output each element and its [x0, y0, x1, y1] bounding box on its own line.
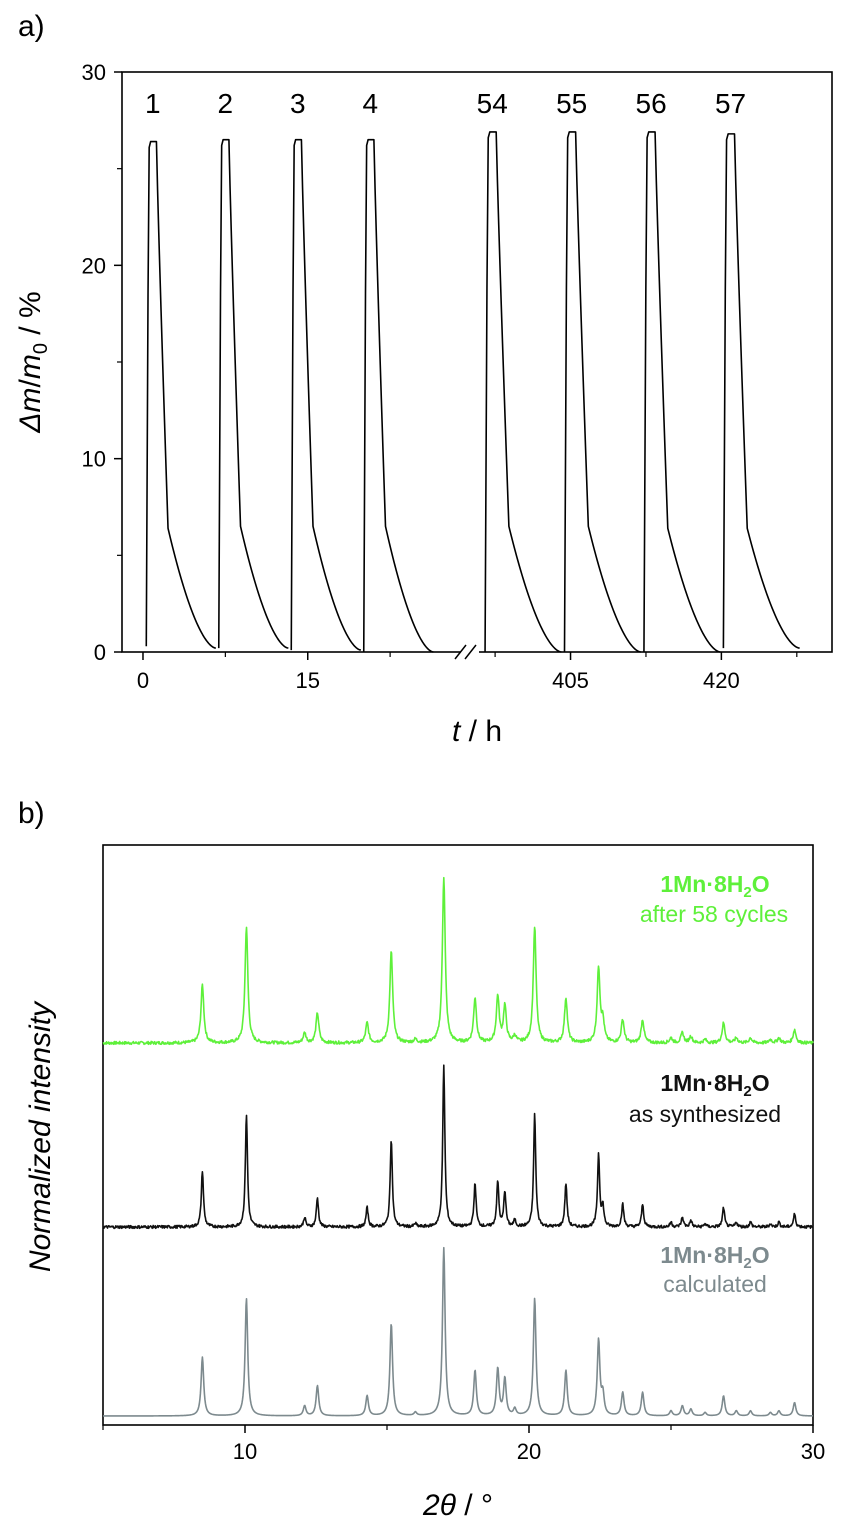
y-title-unit: / %	[14, 291, 47, 343]
cycle-label-54: 54	[477, 88, 508, 119]
panel-b-ticks: 10 20 30	[102, 1425, 825, 1464]
legend-calculated-tail: O	[752, 1242, 770, 1268]
panel-a-label: a)	[18, 10, 45, 43]
x-tick-label-10: 10	[233, 1439, 257, 1464]
panel-b-frame	[102, 844, 814, 1426]
x-tick-label-20: 20	[517, 1439, 541, 1464]
x-title-deg: / °	[456, 1489, 493, 1522]
legend-calculated: 1Mn·8H2O calculated	[660, 1242, 769, 1297]
cycle-curve-1	[145, 140, 217, 649]
legend-after-cycles-formula: 1Mn·8H	[660, 871, 743, 897]
cycle-label-4: 4	[362, 88, 378, 119]
legend-after-cycles-title: 1Mn·8H2O	[660, 871, 769, 901]
cycle-curve-2	[217, 138, 289, 649]
axis-break	[454, 644, 479, 660]
legend-as-synth-sub: 2	[743, 1083, 751, 1100]
cycle-label-57: 57	[715, 88, 746, 119]
x-tick-label: 0	[137, 668, 149, 693]
x-title-theta: θ	[440, 1489, 457, 1522]
x-tick-label: 420	[703, 668, 740, 693]
legend-as-synth-text: as synthesized	[629, 1101, 781, 1127]
cycle-label-3: 3	[290, 88, 306, 119]
cycle-curve-55	[563, 131, 641, 653]
x-title-unit: / h	[460, 715, 502, 748]
panel-a-ticks: 0 10 20 30 0 15 405 420	[82, 60, 798, 693]
y-title-m2: m	[14, 354, 47, 379]
x-tick-label: 15	[295, 668, 319, 693]
cycle-curve-56	[643, 131, 721, 653]
legend-after-cycles: 1Mn·8H2O after 58 cycles	[640, 871, 788, 927]
pattern-2	[102, 1246, 814, 1417]
cycle-curve-54	[484, 131, 562, 653]
legend-after-cycles-text: after 58 cycles	[640, 901, 788, 927]
panel-b-x-title: 2θ / °	[422, 1489, 493, 1522]
y-title-delta: Δ	[14, 413, 47, 434]
x-title-two: 2	[422, 1489, 440, 1522]
panel-a-cycle-labels: 1 2 3 4 54 55 56 57	[145, 88, 746, 119]
legend-as-synth-tail: O	[752, 1070, 770, 1096]
panel-b-label: b)	[18, 797, 45, 830]
cycle-curve-3	[290, 138, 362, 651]
y-title-sub: 0	[30, 343, 52, 354]
y-tick-label-30: 30	[82, 60, 106, 85]
axis-break-mark	[454, 644, 467, 660]
axis-break-mark	[464, 644, 477, 660]
pattern-0	[102, 876, 814, 1046]
y-tick-label-10: 10	[82, 447, 106, 472]
legend-after-cycles-tail: O	[752, 871, 770, 897]
legend-as-synthesized: 1Mn·8H2O as synthesized	[629, 1070, 781, 1127]
cycle-label-1: 1	[145, 88, 161, 119]
legend-calculated-sub: 2	[743, 1255, 751, 1272]
legend-after-cycles-sub: 2	[743, 884, 751, 901]
pattern-1	[102, 1064, 814, 1230]
y-title-slash: /	[14, 379, 47, 388]
panel-a-y-title: Δm/m0 / %	[14, 291, 52, 433]
panel-a-curves	[145, 131, 800, 653]
legend-calculated-title: 1Mn·8H2O	[660, 1242, 769, 1272]
panel-b-curves	[102, 876, 814, 1417]
legend-calculated-text: calculated	[663, 1271, 767, 1297]
x-tick-label-30: 30	[801, 1439, 825, 1464]
panel-b-chart: 10 20 30	[102, 844, 825, 1464]
cycle-curve-57	[722, 133, 800, 649]
panel-a-x-title: t / h	[452, 715, 502, 748]
legend-as-synth-title: 1Mn·8H2O	[660, 1070, 769, 1100]
x-tick-label: 405	[552, 668, 589, 693]
panel-a-chart: 0 10 20 30 0 15 405 420 1 2 3 4 54 55 56 57	[82, 60, 833, 693]
y-title-m: m	[14, 388, 47, 413]
legend-as-synth-formula: 1Mn·8H	[660, 1070, 743, 1096]
cycle-label-56: 56	[636, 88, 667, 119]
y-tick-label-0: 0	[94, 640, 106, 665]
cycle-label-2: 2	[218, 88, 234, 119]
cycle-curve-4	[362, 138, 434, 653]
x-title-t: t	[452, 715, 462, 748]
panel-b-y-title: Normalized intensity	[24, 1000, 57, 1272]
legend-calculated-formula: 1Mn·8H	[660, 1242, 743, 1268]
cycle-label-55: 55	[556, 88, 587, 119]
y-tick-label-20: 20	[82, 253, 106, 278]
